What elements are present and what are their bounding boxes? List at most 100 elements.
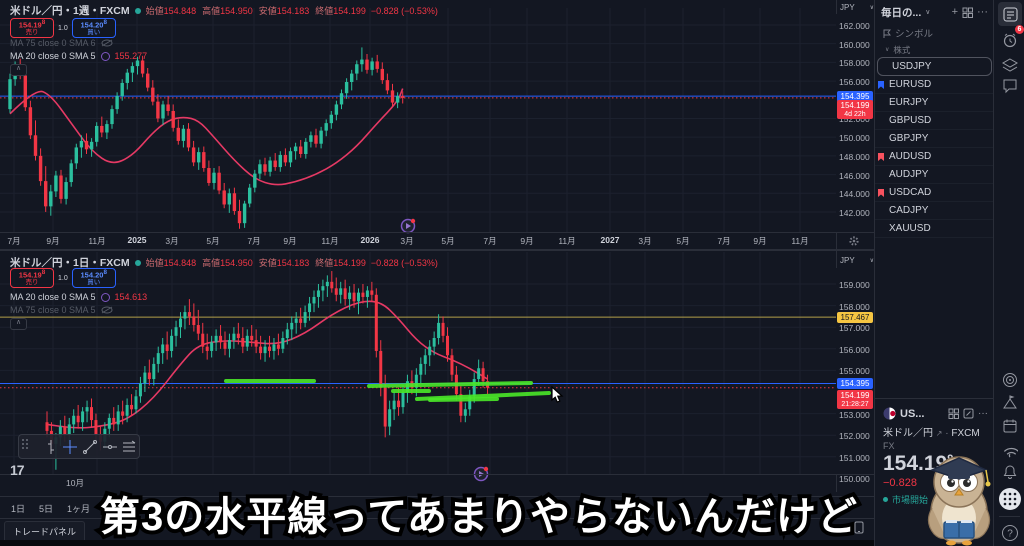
- watchlist-item-cadjpy[interactable]: CADJPY: [875, 202, 994, 220]
- section-label[interactable]: 株式: [893, 44, 911, 55]
- watchlist-item-eurjpy[interactable]: EURJPY: [875, 94, 994, 112]
- time-axis-label: 3月: [638, 236, 652, 246]
- crosshair-tool-icon[interactable]: [60, 437, 78, 457]
- symbol-column-header: シンボル: [895, 29, 934, 40]
- phone-icon[interactable]: [854, 521, 864, 534]
- top-ma75-row[interactable]: MA 75 close 0 SMA 6: [10, 38, 113, 48]
- lines-list-icon[interactable]: [119, 437, 137, 457]
- external-link-icon[interactable]: ↗: [935, 429, 943, 438]
- watchlist-sidebar-icon[interactable]: [998, 2, 1022, 26]
- spread-value: 1.0: [58, 24, 68, 32]
- chart-plot-weekly[interactable]: [0, 8, 836, 232]
- horizontal-line-tool-icon[interactable]: [100, 437, 118, 457]
- eye-hidden-icon[interactable]: [101, 39, 113, 47]
- chart-canvas[interactable]: [0, 0, 874, 546]
- bell-icon[interactable]: [998, 460, 1022, 484]
- streams-icon[interactable]: [998, 438, 1022, 462]
- eye-hidden-icon[interactable]: [101, 306, 113, 314]
- chat-icon[interactable]: [998, 74, 1022, 98]
- watchlist-item-usdcad[interactable]: USDCAD: [875, 184, 994, 202]
- bottom-legend-collapse[interactable]: ∧: [10, 318, 27, 330]
- time-axis-label: 2026: [360, 235, 380, 245]
- symbol-flag-icon[interactable]: [877, 80, 885, 90]
- watchlist-item-usdjpy[interactable]: USDJPY: [877, 57, 992, 76]
- timeframe-button-6ヶ月[interactable]: 6ヶ月: [141, 503, 165, 514]
- bottom-ma20-row[interactable]: MA 20 close 0 SMA 5 154.613: [10, 292, 148, 302]
- keypad-icon[interactable]: [998, 487, 1022, 511]
- top-price-scale[interactable]: 162.000 160.000 158.000 156.000 152.000 150.0…: [836, 14, 874, 232]
- symbol-flag-icon[interactable]: [877, 152, 885, 162]
- drawing-toolbar[interactable]: [18, 434, 140, 459]
- target-icon[interactable]: [998, 368, 1022, 392]
- chevron-down-icon[interactable]: ∨: [925, 9, 931, 16]
- section-chevron-icon[interactable]: ∨: [885, 47, 890, 53]
- top-legend-collapse[interactable]: ∧: [10, 64, 27, 76]
- gear-icon[interactable]: [848, 235, 860, 247]
- buy-button[interactable]: 154.208 買い: [71, 268, 116, 288]
- candle: [143, 372, 147, 384]
- grid-view-icon[interactable]: [962, 7, 973, 18]
- watchlist-item-gbpusd[interactable]: GBPUSD: [875, 112, 994, 130]
- ideas-mountain-icon[interactable]: [998, 391, 1022, 415]
- candle: [152, 363, 156, 380]
- add-symbol-button[interactable]: +: [951, 6, 958, 18]
- timeframe-button-3ヶ月[interactable]: 3ヶ月: [104, 503, 128, 514]
- bottom-price-scale[interactable]: 159.000 158.000 157.000 156.000 155.000 153.0…: [836, 268, 874, 484]
- price-tick-label: 148.000: [839, 151, 870, 162]
- top-ma20-row[interactable]: MA 20 close 0 SMA 5 155.277: [10, 51, 148, 61]
- chevron-up-icon[interactable]: [838, 523, 850, 533]
- bottom-currency-selector[interactable]: JPY ∨: [840, 256, 874, 265]
- time-axis-label: 9月: [753, 236, 767, 246]
- time-axis-label: 5月: [206, 236, 220, 246]
- candle: [223, 342, 227, 349]
- timeframe-button-1日[interactable]: 1日: [11, 503, 26, 514]
- help-icon[interactable]: ?: [998, 521, 1022, 545]
- candle: [357, 292, 360, 302]
- timeframe-button-1ヶ月[interactable]: 1ヶ月: [67, 503, 91, 514]
- bottom-ma75-row[interactable]: MA 75 close 0 SMA 5: [10, 305, 113, 315]
- watchlist-item-gbpjpy[interactable]: GBPJPY: [875, 130, 994, 148]
- drag-handle-icon[interactable]: [21, 437, 39, 457]
- candle: [85, 407, 89, 412]
- hand-drawn-horizontal-line[interactable]: [367, 381, 533, 388]
- tradingview-logo[interactable]: 17: [10, 462, 25, 478]
- price-tick-label: 156.000: [839, 77, 870, 88]
- candle: [446, 335, 449, 356]
- trade-panel-tab[interactable]: トレードパネル: [4, 521, 86, 541]
- bar-tool-icon[interactable]: [41, 437, 59, 457]
- watchlist-item-audusd[interactable]: AUDUSD: [875, 148, 994, 166]
- buy-button[interactable]: 154.208 買い: [71, 18, 116, 38]
- top-time-axis[interactable]: 7月 9月 11月 2025 3月 5月 7月 9月 11月 2026 3月 5月 7月 9月 11月 202…: [0, 235, 836, 249]
- watchlist-item-xauusd[interactable]: XAUUSD: [875, 220, 994, 238]
- top-currency-selector[interactable]: JPY ∨: [840, 3, 874, 12]
- more-options-icon[interactable]: ···: [978, 408, 988, 419]
- sell-button[interactable]: 154.198 売り: [10, 18, 54, 38]
- price-tick-label: 150.000: [839, 133, 870, 144]
- alerts-clock-icon[interactable]: 6: [998, 25, 1024, 52]
- candle: [69, 163, 73, 183]
- grid-view-icon[interactable]: [948, 408, 959, 419]
- candle: [156, 353, 160, 364]
- top-chart-title[interactable]: 米ドル／円・1週・FXCM: [10, 5, 130, 17]
- edit-icon[interactable]: [963, 408, 974, 419]
- layers-icon[interactable]: [998, 53, 1022, 77]
- detail-symbol-name[interactable]: US...: [900, 407, 925, 420]
- watchlist-item-audjpy[interactable]: AUDJPY: [875, 166, 994, 184]
- hand-drawn-horizontal-line[interactable]: [428, 397, 499, 402]
- replay-marker-icon[interactable]: [400, 218, 416, 234]
- candle: [72, 415, 76, 425]
- watchlist-item-eurusd[interactable]: EURUSD: [875, 76, 994, 94]
- trendline-tool-icon[interactable]: [80, 437, 98, 457]
- candle: [339, 288, 343, 295]
- watchlist-title[interactable]: 毎日の...: [881, 6, 922, 19]
- price-tick-label: 159.000: [839, 279, 870, 290]
- calendar-icon[interactable]: [998, 414, 1022, 438]
- timeframe-button-5日[interactable]: 5日: [39, 503, 54, 514]
- sell-button[interactable]: 154.198 売り: [10, 268, 54, 288]
- bottom-chart-title[interactable]: 米ドル／円・1日・FXCM: [10, 257, 130, 269]
- symbol-flag-icon[interactable]: [877, 188, 885, 198]
- more-options-icon[interactable]: ···: [977, 6, 988, 18]
- bottom-time-axis[interactable]: 10月: [0, 477, 836, 491]
- candle: [140, 60, 145, 74]
- ohlc-label: 終値: [315, 6, 334, 16]
